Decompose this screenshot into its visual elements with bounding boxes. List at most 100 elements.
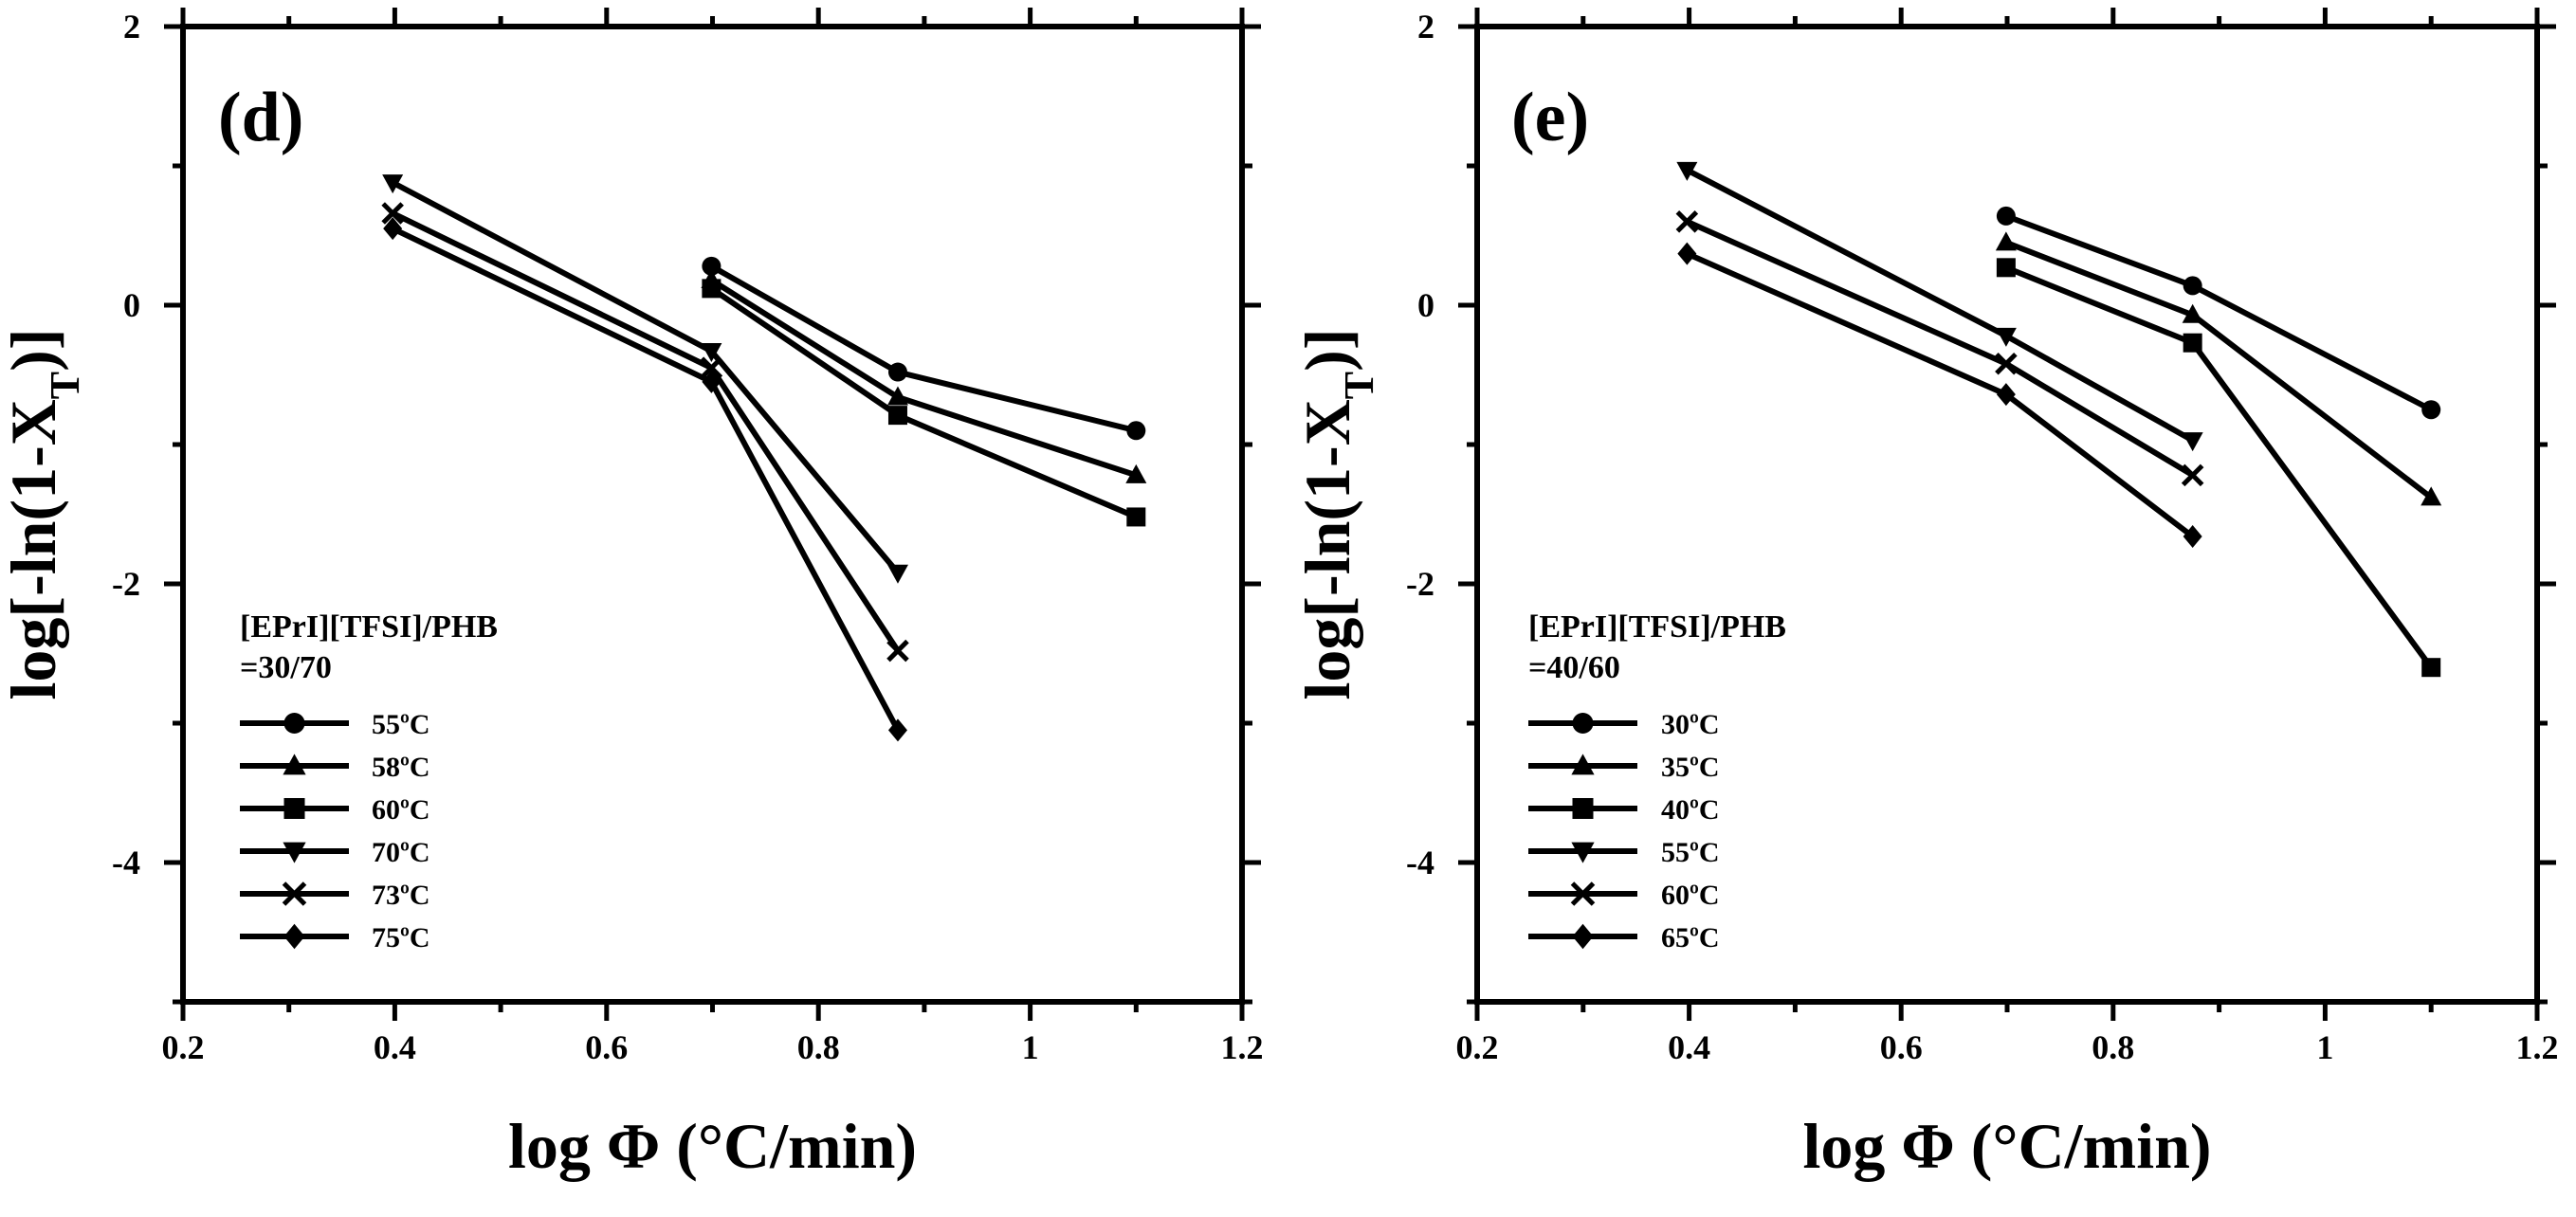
data-point: [1996, 206, 2016, 226]
series-circle: [702, 256, 1146, 441]
chart-panel-e: 0.2 0.4 0.6 0.8 1 1.2 2 0 -2 -4 log Φ (°C/min) log[…: [1291, 8, 2559, 1182]
legend-entry: 30ºC: [1528, 709, 1720, 740]
series-square: [702, 279, 1146, 527]
legend-entry: 73ºC: [240, 880, 430, 911]
y-tick-label: 0: [1417, 286, 1434, 324]
x-tick-label: 0.6: [1880, 1028, 1923, 1066]
legend-entry: 35ºC: [1528, 752, 1720, 783]
series-diamond: [383, 217, 907, 742]
y-tick-label: -2: [112, 565, 140, 603]
series-x: [381, 202, 909, 663]
legend-marker: [283, 842, 306, 863]
chart-panel-d: 0.2 0.4 0.6 0.8 1 1.2 2 0 -2 -4 log Φ (°C/min) log[…: [0, 8, 1264, 1182]
y-tick-label: 2: [123, 8, 140, 45]
data-point: [383, 217, 403, 241]
x-tick-label: 1.2: [2516, 1028, 2559, 1066]
y-tick-label: -4: [112, 844, 140, 881]
legend-entry: 55ºC: [240, 709, 430, 740]
data-point: [1995, 327, 2017, 347]
legend-marker: [283, 754, 306, 775]
composition-label: [EPrI][TFSI]/PHB: [240, 609, 498, 645]
series-triangle-down: [382, 174, 908, 584]
legend-entry: 40ºC: [1528, 794, 1720, 826]
data-point: [2421, 400, 2441, 420]
data-point: [886, 564, 908, 584]
composition-ratio: =40/60: [1528, 650, 1620, 685]
legend-marker: [283, 798, 305, 819]
data-point: [887, 406, 907, 426]
legend-marker: [1572, 798, 1594, 819]
data-point: [2182, 432, 2203, 452]
data-point: [2183, 276, 2202, 296]
data-point: [1995, 352, 2018, 375]
data-point: [1996, 383, 2016, 407]
series-circle: [1996, 206, 2441, 420]
y-tick-label: 2: [1417, 8, 1434, 45]
x-tick-label: 1: [2316, 1028, 2333, 1066]
legend-label: 60ºC: [1661, 880, 1720, 911]
composition-ratio: =30/70: [240, 650, 332, 685]
data-point: [702, 256, 722, 276]
data-point: [887, 362, 907, 382]
x-tick-label: 0.4: [374, 1028, 416, 1066]
data-point: [1675, 210, 1699, 233]
legend: 55ºC 58ºC 60ºC 70ºC 73ºC 75ºC: [240, 709, 430, 954]
x-axis-title: log Φ (°C/min): [1802, 1110, 2211, 1182]
legend-label: 70ºC: [372, 837, 430, 868]
x-tick-label: 1: [1022, 1028, 1039, 1066]
legend-entry: 70ºC: [240, 837, 430, 868]
data-point: [2421, 658, 2441, 678]
data-point: [887, 718, 907, 742]
legend-marker: [282, 881, 307, 906]
legend-label: 73ºC: [372, 880, 430, 911]
legend-entry: 58ºC: [240, 752, 430, 783]
data-point: [1126, 507, 1146, 527]
data-point: [382, 174, 404, 194]
legend-label: 65ºC: [1661, 922, 1720, 954]
series-triangle-down: [1676, 161, 2203, 452]
x-tick-label: 0.2: [1456, 1028, 1499, 1066]
data-point: [1996, 258, 2016, 278]
x-axis-title: log Φ (°C/min): [508, 1110, 917, 1182]
data-point: [1125, 463, 1147, 483]
legend: 30ºC 35ºC 40ºC 55ºC 60ºC 65ºC: [1528, 709, 1720, 954]
series-diamond: [1677, 242, 2202, 549]
legend-entry: 75ºC: [240, 922, 430, 954]
legend-marker: [283, 923, 305, 950]
data-point: [1676, 161, 1698, 181]
legend-label: 55ºC: [372, 709, 430, 740]
legend-marker: [1571, 842, 1595, 863]
data-point: [701, 343, 722, 363]
x-tick-label: 0.4: [1668, 1028, 1710, 1066]
data-point: [2183, 333, 2202, 353]
legend-label: 35ºC: [1661, 752, 1720, 783]
legend-label: 75ºC: [372, 922, 430, 954]
data-point: [702, 370, 722, 393]
y-tick-label: 0: [123, 286, 140, 324]
data-point: [1995, 231, 2017, 251]
x-tick-label: 0.8: [2092, 1028, 2134, 1066]
legend-marker: [1570, 881, 1596, 906]
legend-label: 30ºC: [1661, 709, 1720, 740]
x-tick-label: 0.2: [162, 1028, 205, 1066]
panel-label: (d): [218, 79, 303, 156]
legend-entry: 60ºC: [240, 794, 430, 826]
data-point: [2181, 463, 2204, 487]
legend-label: 40ºC: [1661, 794, 1720, 826]
legend-entry: 60ºC: [1528, 880, 1720, 911]
data-point: [886, 639, 909, 663]
legend-marker: [1572, 713, 1594, 734]
series-triangle-up: [1995, 231, 2442, 506]
x-tick-label: 0.6: [585, 1028, 628, 1066]
panel-label: (e): [1511, 79, 1589, 156]
y-tick-label: -2: [1406, 565, 1434, 603]
data-point: [702, 279, 722, 299]
series-square: [1996, 258, 2441, 678]
data-point: [700, 356, 723, 379]
data-point: [2183, 525, 2202, 549]
y-axis-title: log[-ln(1-XT)]: [0, 329, 88, 700]
composition-label: [EPrI][TFSI]/PHB: [1528, 609, 1786, 645]
data-point: [2421, 486, 2442, 506]
legend-label: 60ºC: [372, 794, 430, 826]
